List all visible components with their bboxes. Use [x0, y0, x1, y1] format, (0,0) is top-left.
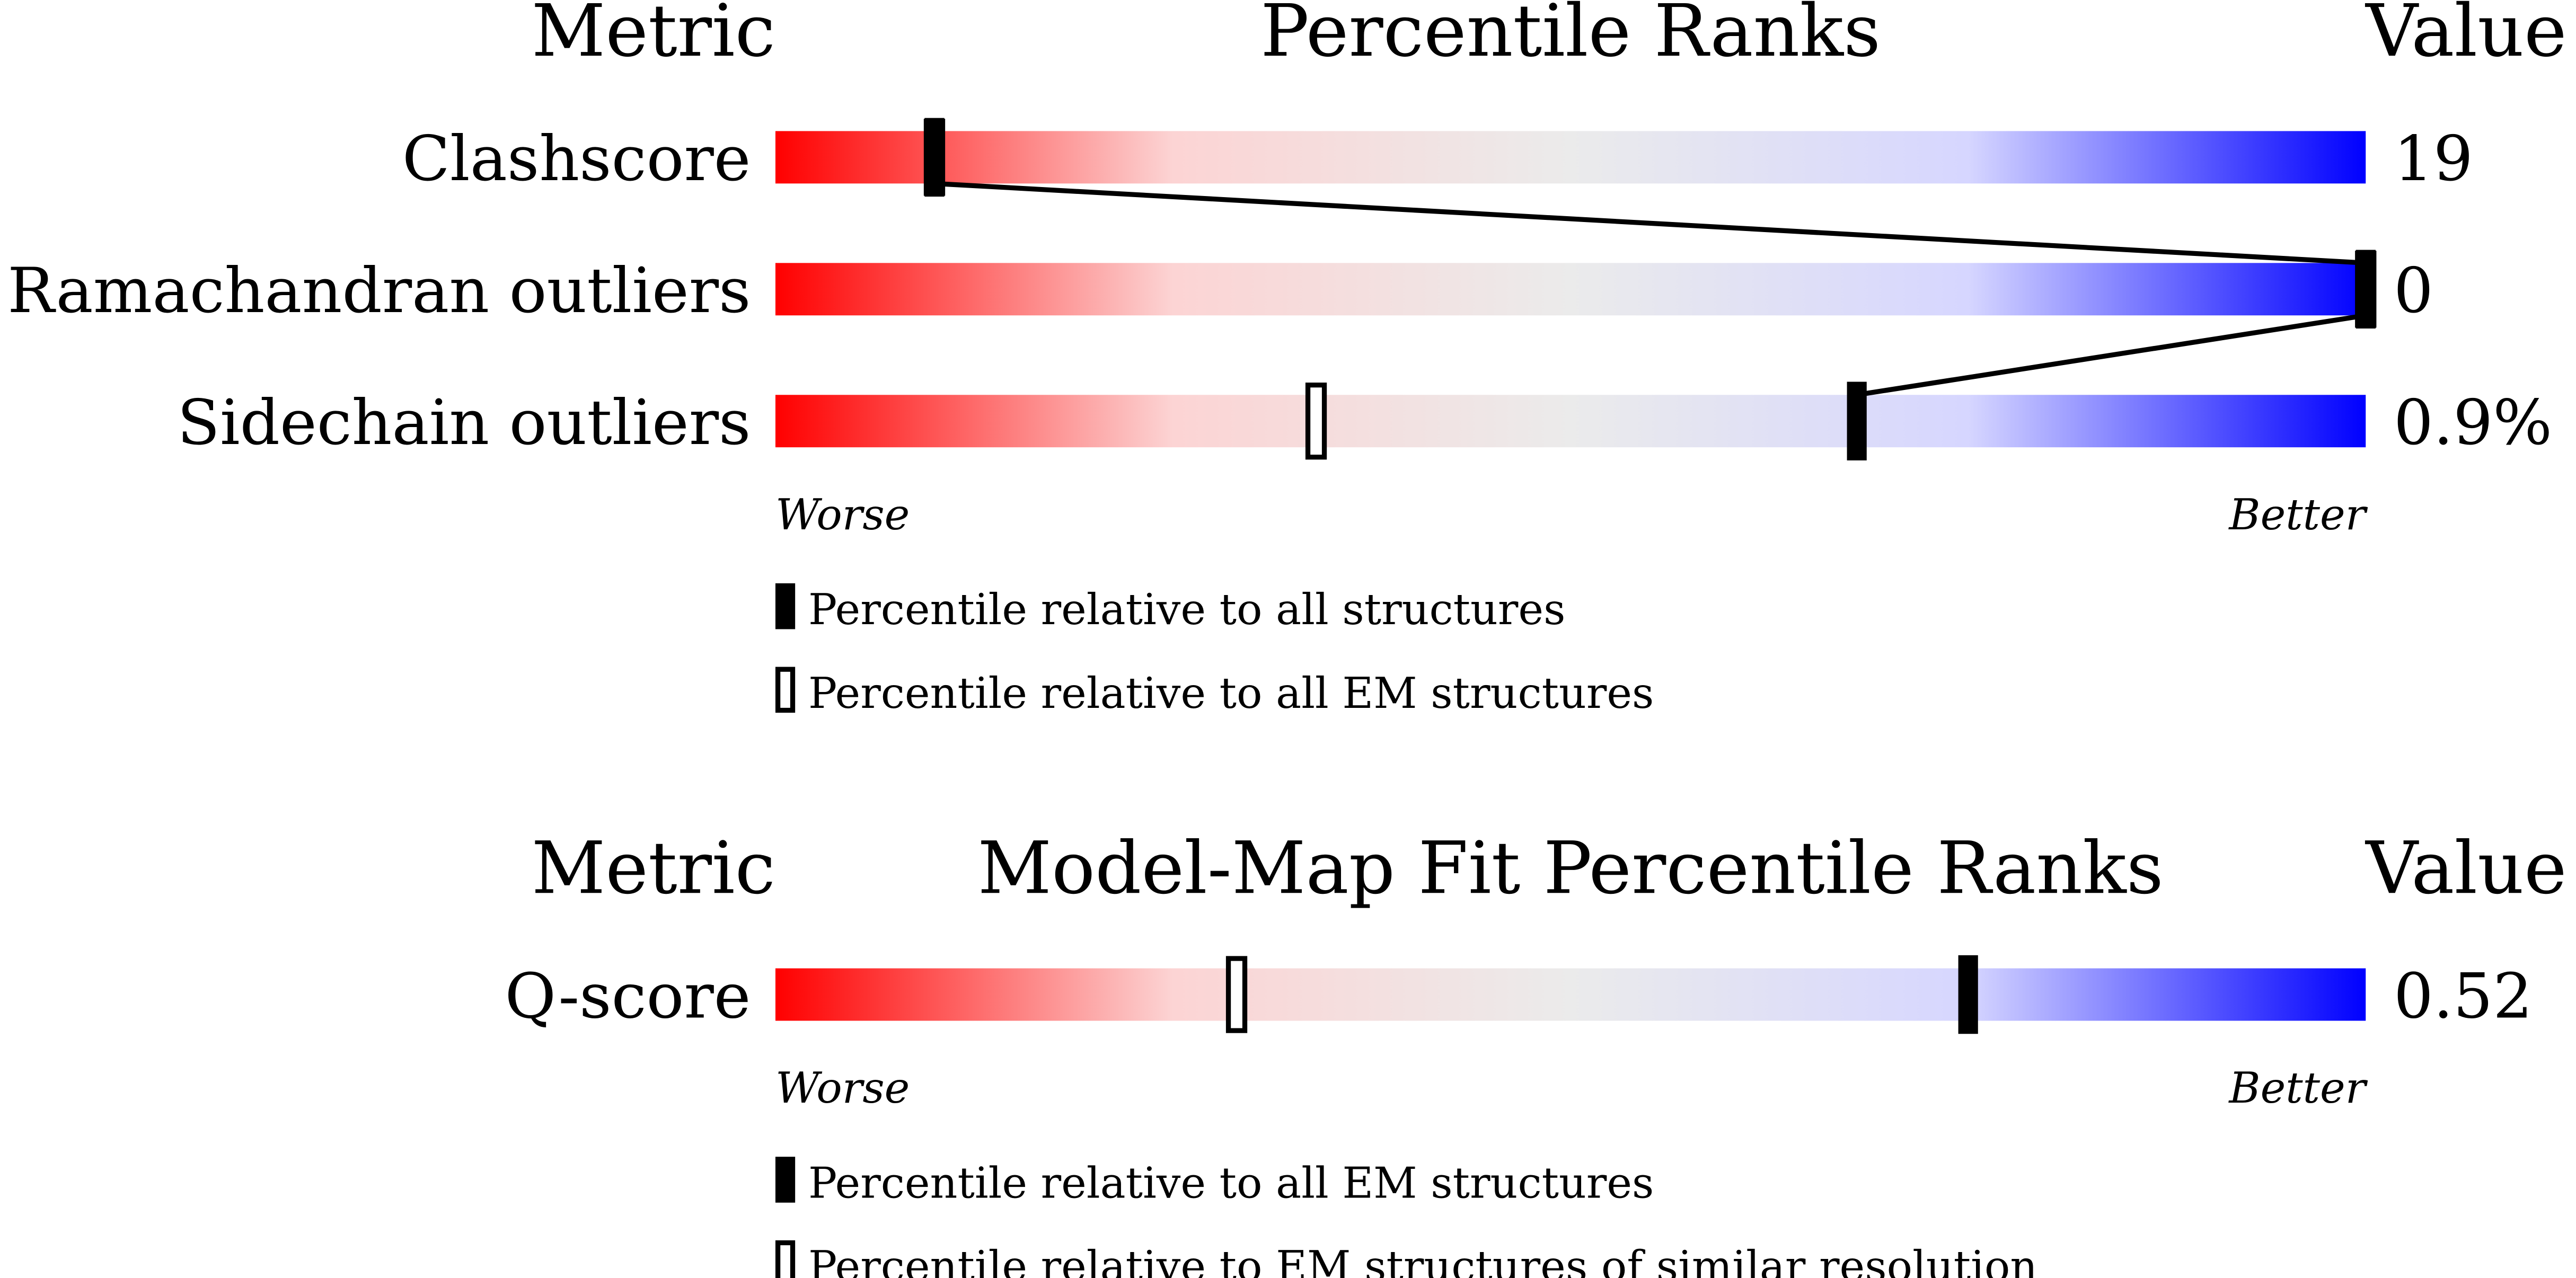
connector — [1856, 313, 2366, 397]
header-value: Value — [2365, 0, 2566, 73]
legend-label: Percentile relative to all structures — [808, 584, 1566, 634]
percentile-marker-open — [1225, 956, 1248, 1033]
worse-label: Worse — [775, 490, 910, 539]
percentile-marker-filled — [1958, 955, 1978, 1034]
slider-bar — [775, 968, 2366, 1021]
metric-label: Q-score — [505, 960, 751, 1032]
percentile-marker-open — [1305, 383, 1327, 460]
connector — [934, 181, 2366, 265]
header-title: Model-Map Fit Percentile Ranks — [977, 827, 2163, 910]
header-value: Value — [2365, 827, 2566, 910]
metric-value: 0.52 — [2394, 960, 2533, 1032]
legend-marker-filled — [775, 583, 796, 629]
legend-marker-open — [775, 667, 796, 713]
header-title: Percentile Ranks — [1260, 0, 1881, 73]
slider-bar — [775, 131, 2366, 184]
slider-bar — [775, 395, 2366, 448]
metric-value: 0.9% — [2394, 386, 2552, 459]
slider-bar — [775, 263, 2366, 316]
better-label: Better — [2228, 490, 2368, 539]
header-metric: Metric — [532, 827, 775, 910]
legend-label: Percentile relative to all EM structures — [808, 1158, 1654, 1208]
better-label: Better — [2228, 1063, 2368, 1113]
legend-label: Percentile relative to EM structures of … — [808, 1241, 2037, 1278]
metric-label: Sidechain outliers — [177, 386, 751, 459]
header-metric: Metric — [532, 0, 775, 73]
metric-label: Clashscore — [402, 122, 751, 195]
legend-label: Percentile relative to all EM structures — [808, 668, 1654, 718]
legend-marker-filled — [775, 1157, 796, 1203]
metric-value: 19 — [2394, 122, 2473, 195]
legend-marker-open — [775, 1240, 796, 1278]
worse-label: Worse — [775, 1063, 910, 1113]
metric-label: Ramachandran outliers — [7, 254, 751, 327]
metric-value: 0 — [2394, 254, 2433, 327]
